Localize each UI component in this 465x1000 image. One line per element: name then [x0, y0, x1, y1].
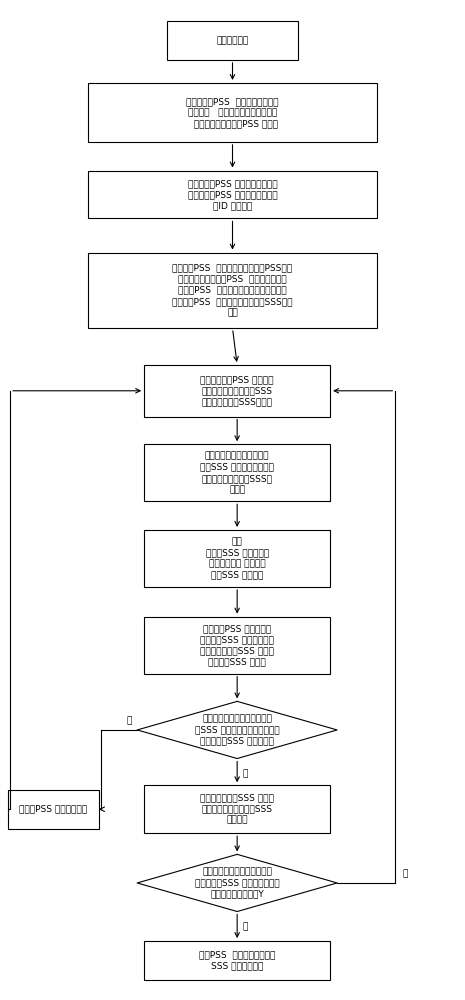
- Bar: [88, 171, 377, 218]
- Text: 针对每一组PSS 相关值，通过第一
门限搜索到PSS 相关峰值位置及小
区ID 组内标识: 针对每一组PSS 相关值，通过第一 门限搜索到PSS 相关峰值位置及小 区ID …: [188, 179, 277, 210]
- Bar: [144, 941, 330, 980]
- Bar: [167, 21, 298, 60]
- Text: 当前PSS  相关峰值位置下，
SSS 干扰消除完成: 当前PSS 相关峰值位置下， SSS 干扰消除完成: [199, 950, 275, 970]
- Text: 通过第二门限搜索过第二门
限的SSS 相关峰值，并且从
中获取到最大的一个SSS相
关峰值: 通过第二门限搜索过第二门 限的SSS 相关峰值，并且从 中获取到最大的一个SSS…: [200, 452, 274, 494]
- Bar: [144, 365, 330, 417]
- Bar: [144, 617, 330, 674]
- Polygon shape: [137, 854, 337, 912]
- Bar: [144, 530, 330, 587]
- Text: 将三组本地PSS  序列从频域分别转
到时域，   然后分别与接收信号进行
  相关运算后得到三组PSS 相关值: 将三组本地PSS 序列从频域分别转 到时域， 然后分别与接收信号进行 相关运算后…: [186, 97, 279, 128]
- Text: 下一个PSS 相关峰值位置: 下一个PSS 相关峰值位置: [20, 805, 87, 814]
- Text: 从过第二门限的SSS 相关峰
值中选取出最大的一个SSS
相关峰值: 从过第二门限的SSS 相关峰 值中选取出最大的一个SSS 相关峰值: [200, 794, 274, 825]
- Text: 是: 是: [243, 770, 248, 779]
- Bar: [144, 785, 330, 833]
- Text: 否: 否: [126, 716, 132, 725]
- Text: 否: 否: [402, 869, 408, 878]
- Bar: [88, 253, 377, 328]
- Polygon shape: [137, 701, 337, 759]
- Text: 通过第二门限搜索过第二门限
的SSS 相关峰值，判断是否有过
第二门限的SSS 相关峰值；: 通过第二门限搜索过第二门限 的SSS 相关峰值，判断是否有过 第二门限的SSS …: [195, 714, 279, 746]
- Text: 首先根据当前PSS 相关峰值
位置，对接收信号进行SSS
相关检测，得到SSS相关值: 首先根据当前PSS 相关峰值 位置，对接收信号进行SSS 相关检测，得到SSS相…: [200, 375, 274, 406]
- Text: 获取接收信号: 获取接收信号: [216, 36, 249, 45]
- Text: 是: 是: [243, 923, 248, 932]
- Bar: [8, 790, 99, 829]
- Bar: [144, 444, 330, 501]
- Text: 根据当前PSS 相关峰值位
置，对于SSS 干扰消除后的
接收信号再进行SSS 相关检
测，得到SSS 相关值: 根据当前PSS 相关峰值位 置，对于SSS 干扰消除后的 接收信号再进行SSS …: [200, 624, 274, 666]
- Text: 根据
最大的SSS 相关峰值，
通过重构法对 接收信号
进行SSS 干扰消除: 根据 最大的SSS 相关峰值， 通过重构法对 接收信号 进行SSS 干扰消除: [206, 537, 269, 580]
- Text: 在每一组PSS  相关值中获取到的各PSS相关
峰值位置，从最大的PSS  相关峰值位置开
始，以PSS  相关峰值从大到小的顺序，针
对每一个PSS  相关峰: 在每一组PSS 相关值中获取到的各PSS相关 峰值位置，从最大的PSS 相关峰值…: [172, 264, 293, 317]
- Bar: [88, 83, 377, 142]
- Text: 判断通过第二门限总共已选取
到的最大的SSS 相关峰值的个数
是否达到一定的个数Y: 判断通过第二门限总共已选取 到的最大的SSS 相关峰值的个数 是否达到一定的个数…: [195, 867, 279, 899]
